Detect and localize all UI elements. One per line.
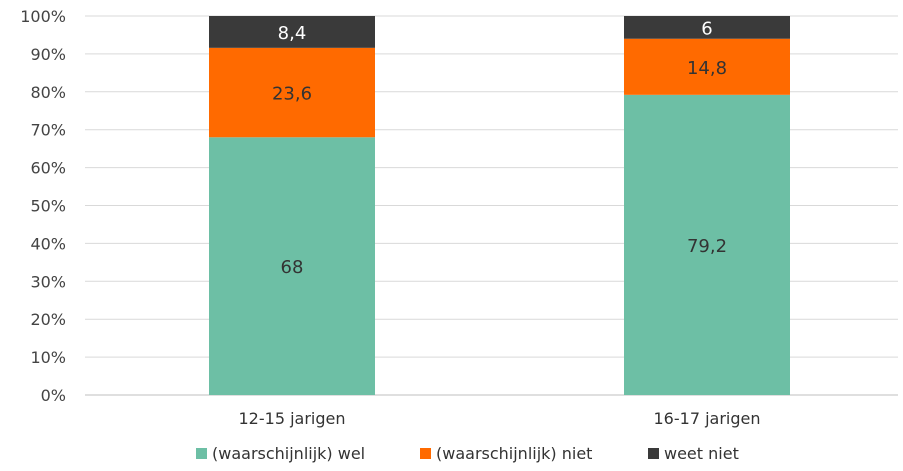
legend-swatch bbox=[648, 448, 659, 459]
data-label: 8,4 bbox=[278, 23, 307, 44]
x-tick-label: 12-15 jarigen bbox=[239, 409, 346, 428]
y-tick-label: 80% bbox=[30, 83, 66, 102]
data-label: 23,6 bbox=[272, 84, 312, 105]
bar-segment bbox=[624, 16, 790, 39]
y-tick-label: 30% bbox=[30, 272, 66, 291]
legend-label: weet niet bbox=[664, 444, 739, 463]
bar-segment bbox=[624, 38, 790, 95]
y-tick-label: 60% bbox=[30, 159, 66, 178]
y-tick-label: 40% bbox=[30, 234, 66, 253]
legend: (waarschijnlijk) wel (waarschijnlijk) nie… bbox=[196, 444, 739, 463]
bars: 68 23,6 8,4 79,2 14,8 6 bbox=[209, 16, 790, 395]
data-label: 68 bbox=[281, 257, 304, 278]
data-label: 79,2 bbox=[687, 236, 727, 257]
y-tick-label: 90% bbox=[30, 45, 66, 64]
legend-label: (waarschijnlijk) wel bbox=[212, 444, 365, 463]
y-axis: 0% 10% 20% 30% 40% 50% 60% 70% 80% 90% 100% bbox=[20, 7, 66, 405]
x-axis: 12-15 jarigen 16-17 jarigen bbox=[239, 409, 761, 428]
legend-swatch bbox=[196, 448, 207, 459]
bar-segment bbox=[209, 16, 375, 48]
data-label: 6 bbox=[701, 18, 712, 39]
bar-segment bbox=[624, 94, 790, 395]
data-label: 14,8 bbox=[687, 58, 727, 79]
y-tick-label: 100% bbox=[20, 7, 66, 26]
legend-label: (waarschijnlijk) niet bbox=[436, 444, 592, 463]
bar-segment bbox=[209, 47, 375, 138]
legend-swatch bbox=[420, 448, 431, 459]
y-tick-label: 10% bbox=[30, 348, 66, 367]
y-tick-label: 50% bbox=[30, 197, 66, 216]
y-tick-label: 70% bbox=[30, 121, 66, 140]
bar-segment bbox=[209, 137, 375, 395]
y-tick-label: 20% bbox=[30, 310, 66, 329]
x-tick-label: 16-17 jarigen bbox=[654, 409, 761, 428]
y-tick-label: 0% bbox=[41, 386, 66, 405]
